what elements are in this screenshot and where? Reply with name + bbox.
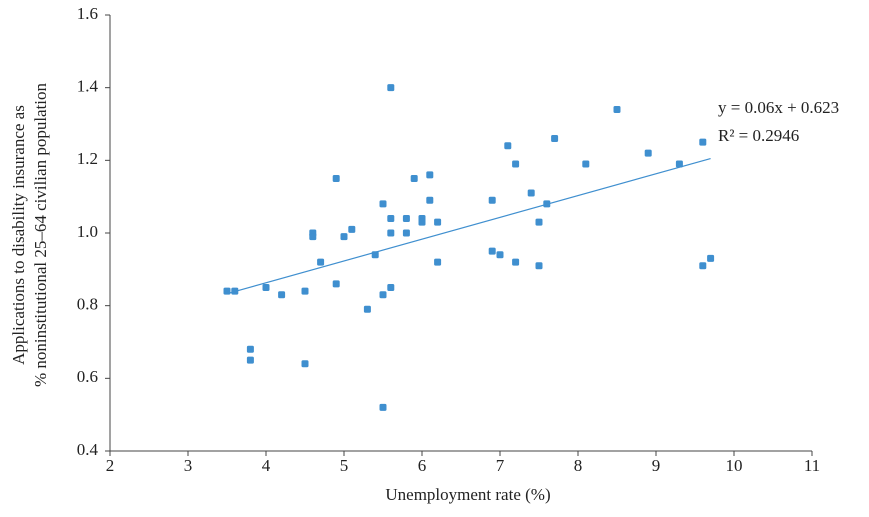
point bbox=[262, 284, 270, 291]
point bbox=[644, 149, 652, 157]
x-axis-label: Unemployment rate (%) bbox=[385, 485, 550, 504]
point bbox=[379, 403, 387, 411]
y-axis-label: % noninstitutional 25–64 civilian popula… bbox=[31, 82, 50, 387]
point bbox=[387, 84, 395, 92]
point bbox=[488, 247, 496, 255]
point bbox=[379, 291, 387, 299]
point bbox=[582, 160, 590, 168]
point bbox=[402, 214, 410, 222]
x-tick-label: 7 bbox=[496, 456, 505, 475]
point bbox=[512, 258, 520, 266]
point bbox=[410, 175, 418, 182]
point bbox=[363, 305, 371, 313]
point bbox=[317, 258, 325, 266]
y-tick-label: 0.6 bbox=[77, 367, 98, 386]
y-tick-label: 0.4 bbox=[77, 440, 99, 459]
point bbox=[379, 200, 387, 208]
trendline-equation: y = 0.06x + 0.623 bbox=[718, 98, 839, 117]
y-tick-label: 1.6 bbox=[77, 4, 98, 23]
x-tick-label: 9 bbox=[652, 456, 661, 475]
point bbox=[527, 189, 535, 197]
point bbox=[348, 225, 356, 233]
point bbox=[675, 160, 683, 168]
point bbox=[231, 287, 239, 295]
x-tick-label: 3 bbox=[184, 456, 193, 475]
point bbox=[707, 254, 715, 262]
point bbox=[488, 196, 496, 204]
point bbox=[512, 160, 520, 168]
point bbox=[535, 262, 543, 270]
x-tick-label: 2 bbox=[106, 456, 115, 475]
point bbox=[613, 105, 621, 113]
point bbox=[496, 251, 504, 259]
point bbox=[387, 229, 395, 237]
point bbox=[332, 280, 340, 288]
x-tick-label: 6 bbox=[418, 456, 427, 475]
x-tick-label: 11 bbox=[804, 456, 820, 475]
y-tick-label: 0.8 bbox=[77, 295, 98, 314]
point bbox=[699, 138, 707, 146]
point bbox=[301, 360, 309, 368]
point bbox=[278, 291, 286, 299]
point bbox=[246, 356, 254, 364]
x-tick-label: 4 bbox=[262, 456, 271, 475]
point bbox=[551, 135, 559, 143]
point bbox=[426, 196, 434, 204]
y-axis-label: Applications to disability insurance as bbox=[9, 105, 28, 365]
point bbox=[387, 214, 395, 222]
point bbox=[535, 218, 543, 226]
y-tick-label: 1.2 bbox=[77, 149, 98, 168]
point bbox=[426, 171, 434, 179]
point bbox=[223, 287, 231, 295]
point bbox=[504, 142, 512, 150]
r-squared: R² = 0.2946 bbox=[718, 126, 799, 145]
point bbox=[340, 233, 348, 241]
point bbox=[387, 284, 395, 291]
y-tick-label: 1.4 bbox=[77, 77, 99, 96]
point bbox=[246, 345, 254, 353]
point bbox=[402, 229, 410, 237]
point bbox=[371, 251, 379, 259]
point bbox=[418, 218, 426, 226]
point bbox=[434, 218, 442, 226]
x-tick-label: 8 bbox=[574, 456, 583, 475]
point bbox=[543, 200, 551, 208]
point bbox=[434, 258, 442, 266]
point bbox=[309, 233, 317, 241]
trendline bbox=[226, 157, 711, 295]
y-tick-label: 1.0 bbox=[77, 222, 98, 241]
point bbox=[332, 175, 340, 182]
x-tick-label: 10 bbox=[726, 456, 743, 475]
point bbox=[301, 287, 309, 295]
x-tick-label: 5 bbox=[340, 456, 349, 475]
point bbox=[699, 262, 707, 270]
